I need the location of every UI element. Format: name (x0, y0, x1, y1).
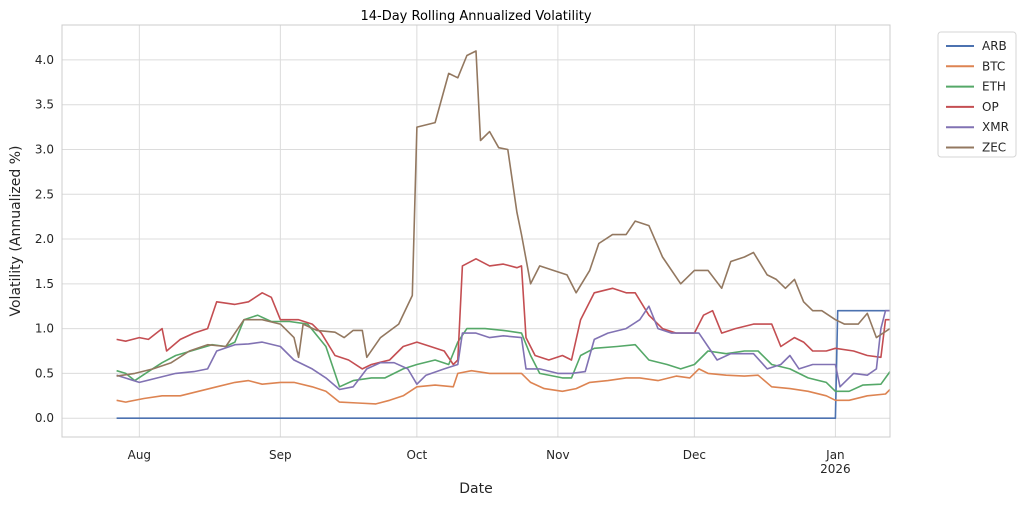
x-tick-sublabel: 2026 (820, 462, 851, 476)
series-line-zec (116, 50, 891, 377)
series-lines (116, 50, 891, 420)
x-tick-label: Sep (269, 448, 292, 462)
y-tick-label: 0.0 (35, 411, 54, 425)
legend-box (937, 31, 1017, 158)
y-tick-label: 2.0 (35, 232, 54, 246)
x-tick-label: Aug (128, 448, 151, 462)
legend-label-zec: ZEC (982, 141, 1006, 155)
x-axis-label: Date (459, 481, 492, 497)
series-line-xmr (116, 305, 890, 391)
x-tick-label: Oct (406, 448, 427, 462)
legend: ARB BTC ETH OP XMR ZEC (937, 31, 1017, 158)
grid (62, 25, 890, 437)
legend-label-btc: BTC (982, 59, 1005, 73)
series-line-eth (116, 314, 891, 393)
legend-label-eth: ETH (982, 80, 1006, 94)
x-tick-label: Nov (546, 448, 569, 462)
series-line-btc (116, 368, 891, 405)
chart-title: 14-Day Rolling Annualized Volatility (360, 9, 591, 24)
y-tick-label: 3.5 (35, 98, 54, 112)
plot-frame (61, 24, 891, 438)
legend-label-xmr: XMR (982, 120, 1009, 134)
y-tick-labels: 0.0 0.5 1.0 1.5 2.0 2.5 3.0 3.5 4.0 (35, 53, 54, 425)
y-tick-label: 2.5 (35, 187, 54, 201)
y-tick-label: 3.0 (35, 142, 54, 156)
x-tick-label: Jan (825, 448, 845, 462)
y-tick-label: 1.0 (35, 322, 54, 336)
y-tick-label: 1.5 (35, 277, 54, 291)
series-line-op (116, 257, 890, 370)
y-tick-label: 0.5 (35, 366, 54, 380)
y-axis-label: Volatility (Annualized %) (8, 146, 24, 317)
legend-label-op: OP (982, 100, 999, 114)
legend-label-arb: ARB (982, 39, 1007, 53)
x-tick-label: Dec (683, 448, 706, 462)
y-tick-label: 4.0 (35, 53, 54, 67)
series-line-arb (116, 309, 890, 420)
